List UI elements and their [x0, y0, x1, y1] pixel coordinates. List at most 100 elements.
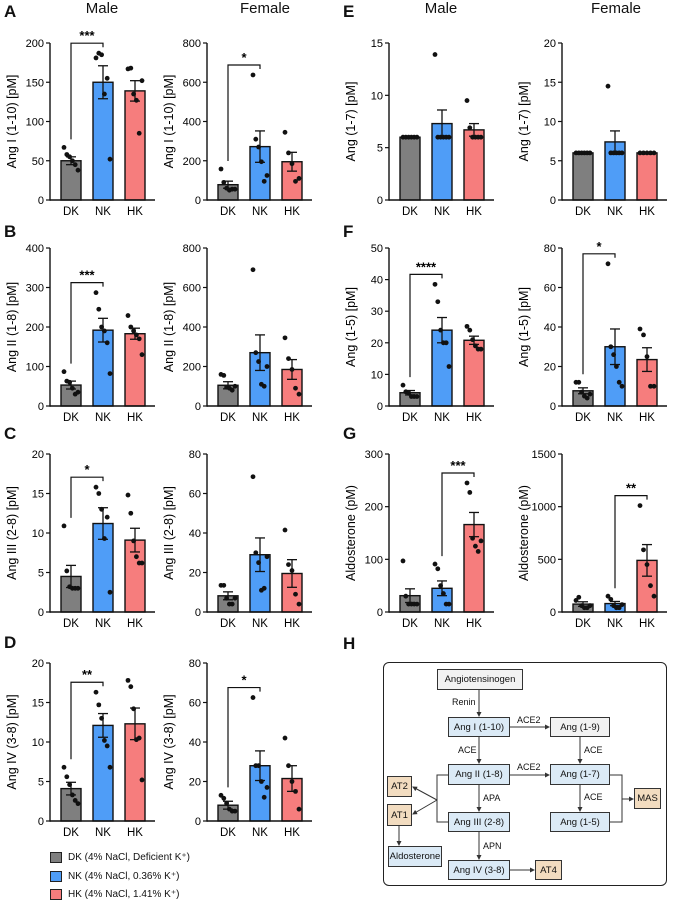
x-tick-label-dk: DK [220, 827, 236, 839]
x-tick-label-dk: DK [63, 206, 79, 218]
x-tick-label-hk: HK [466, 618, 482, 630]
data-point [608, 344, 614, 350]
data-point [70, 792, 75, 798]
node-ang-1-9: Ang (1-9) [550, 717, 610, 737]
chart-b-male: DK NK HK 0 100 200 300 400 Ang II (1-8) [pM] *** [5, 243, 155, 424]
y-tick-label: 0 [38, 401, 44, 413]
y-axis-label: Ang (1-5) [pM] [517, 287, 531, 367]
node-at2: AT2 [387, 776, 412, 797]
y-axis-label: Ang III (2-8) [pM] [5, 486, 19, 580]
significance-label: * [241, 50, 247, 65]
data-point [232, 808, 238, 814]
significance-bracket [70, 42, 104, 140]
y-tick-label: 1500 [532, 449, 556, 461]
y-tick-label: 1000 [532, 502, 556, 514]
data-point [99, 52, 104, 58]
y-tick-label: 15 [32, 489, 44, 501]
data-point [72, 798, 78, 803]
y-axis-label: Ang I (1-10) [pM] [5, 75, 19, 169]
y-axis-label: Ang II (1-8) [pM] [5, 282, 19, 372]
data-point [282, 735, 288, 741]
column-title-right-female: Female [590, 0, 642, 17]
x-tick-label-nk: NK [252, 206, 268, 218]
x-tick-label-hk: HK [284, 827, 300, 839]
x-tick-label-nk: NK [95, 206, 111, 218]
y-tick-label: 20 [544, 38, 556, 50]
significance-label: * [241, 673, 247, 688]
x-tick-label-nk: NK [434, 412, 450, 424]
data-point [136, 130, 142, 136]
data-point [432, 281, 438, 287]
data-point [96, 306, 102, 312]
data-point [605, 83, 611, 89]
data-point [232, 186, 238, 192]
data-point [264, 554, 270, 560]
chart-b-female: DK NK HK 0 200 400 600 800 Ang II (1-8) [pM] [162, 243, 312, 424]
y-axis-label: Ang (1-5) [pM] [344, 287, 358, 367]
data-point [253, 350, 259, 356]
data-point [107, 764, 113, 770]
x-tick-label-hk: HK [284, 206, 300, 218]
data-point [414, 601, 420, 607]
data-point [93, 290, 99, 296]
x-tick-label-dk: DK [402, 412, 418, 424]
x-tick-label-dk: DK [63, 412, 79, 424]
y-tick-label: 10 [371, 90, 383, 102]
data-point [282, 129, 288, 135]
data-point [67, 782, 72, 788]
x-tick-label-hk: HK [284, 618, 300, 630]
data-point [435, 566, 441, 572]
y-tick-label: 400 [183, 117, 201, 129]
data-point [128, 684, 134, 690]
data-point [107, 589, 113, 595]
x-tick-label-nk: NK [252, 618, 268, 630]
data-point [250, 695, 256, 700]
data-point [478, 134, 484, 140]
x-tick-label-nk: NK [95, 618, 111, 630]
data-point [293, 788, 298, 794]
data-point [286, 562, 291, 567]
significance-bracket [409, 273, 443, 378]
data-point [289, 568, 295, 573]
data-point [61, 369, 67, 375]
y-tick-label: 0 [550, 401, 556, 413]
data-point [296, 601, 302, 607]
data-point [587, 150, 593, 156]
chart-d-female: DK NK HK 0 20 40 60 80 Ang IV (3-8) [pM] * [162, 658, 312, 839]
data-point [139, 78, 145, 84]
node-ang-ii: Ang II (1-8) [448, 764, 510, 785]
x-tick-label-hk: HK [127, 618, 143, 630]
y-tick-label: 0 [550, 607, 556, 619]
y-tick-label: 60 [189, 489, 201, 501]
data-point [259, 159, 264, 165]
data-point [644, 354, 650, 360]
data-point [261, 383, 267, 389]
y-tick-label: 400 [26, 243, 44, 255]
data-point [224, 595, 230, 601]
x-tick-label-dk: DK [402, 206, 418, 218]
node-ang-iv: Ang IV (3-8) [448, 860, 510, 880]
data-point [641, 547, 646, 553]
chart-f-male: DK NK HK 0 10 20 30 40 50 Ang (1-5) [pM] **** [344, 243, 494, 424]
data-point [289, 161, 295, 167]
y-tick-label: 20 [32, 658, 44, 670]
data-point [614, 364, 619, 369]
data-point [637, 326, 643, 332]
data-point [576, 379, 582, 385]
data-point [61, 145, 67, 150]
chart-e-male: DK NK HK 0 5 10 15 Ang (1-7) [pM] [344, 38, 494, 218]
data-point [611, 352, 616, 358]
data-point [651, 383, 657, 389]
y-tick-label: 10 [32, 737, 44, 749]
data-point [400, 382, 406, 388]
data-point [289, 779, 295, 784]
y-tick-label: 200 [26, 322, 44, 334]
data-point [296, 806, 302, 812]
y-tick-label: 20 [544, 362, 556, 374]
data-point [446, 134, 452, 140]
data-point [478, 346, 484, 352]
data-point [651, 593, 657, 599]
data-point [616, 605, 622, 611]
y-tick-label: 200 [365, 502, 383, 514]
